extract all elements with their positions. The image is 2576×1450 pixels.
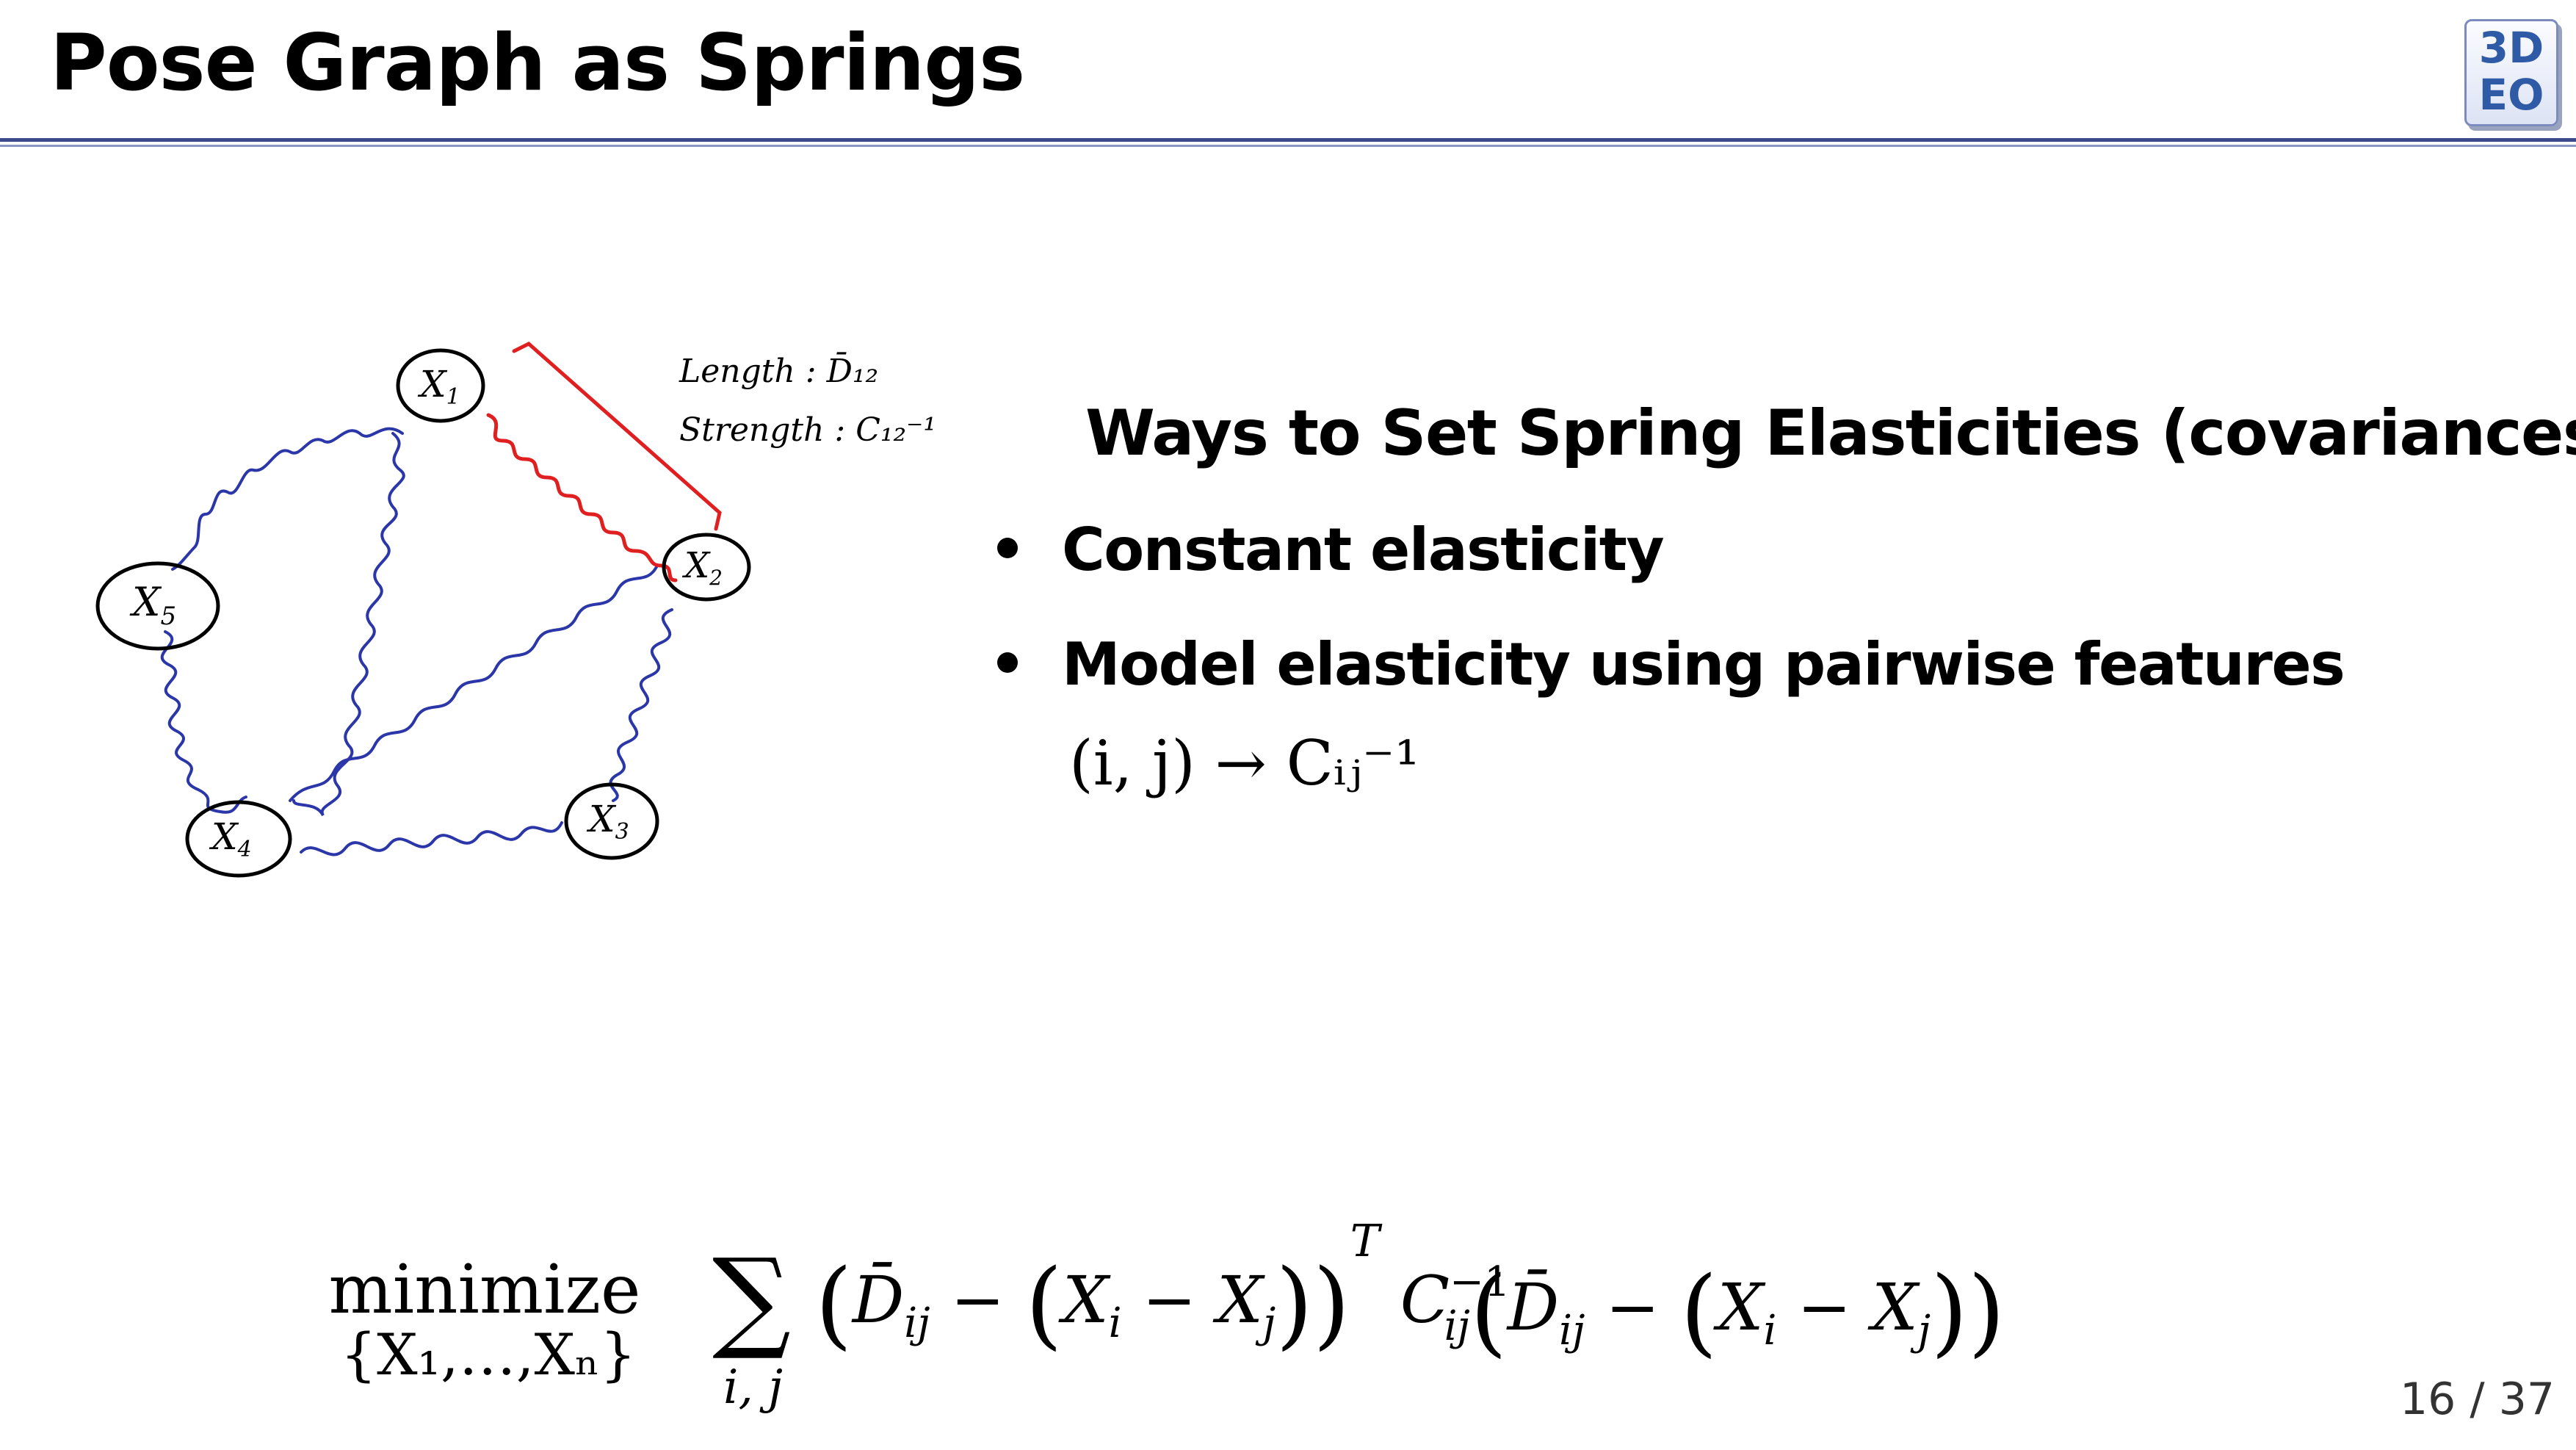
bullet-model: Model elasticity using pairwise features xyxy=(997,630,2345,699)
bullet-constant-text: Constant elasticity xyxy=(1062,516,1665,584)
bullet-model-text: Model elasticity using pairwise features xyxy=(1062,630,2345,699)
node-x5-label: X5 xyxy=(129,579,176,631)
sum-symbol: ∑ xyxy=(712,1236,791,1363)
objective-formula: ∑ i, j (D̄ij − (Xi − Xj))T C−1 ij(D̄ij − … xyxy=(712,1216,2005,1415)
spring-x1-x4 xyxy=(292,432,405,817)
spring-x2-x3 xyxy=(609,608,673,802)
title-rule-dark xyxy=(0,138,2576,142)
logo-top-text: 3D xyxy=(2478,23,2544,73)
node-x2 xyxy=(662,533,751,602)
node-x4-label: X4 xyxy=(209,815,252,862)
node-x2-label: X2 xyxy=(681,545,723,590)
formula-body: (D̄ij − (Xi − Xj))T C−1 ij(D̄ij − (Xi − X… xyxy=(815,1216,2005,1367)
spring-x1-x5 xyxy=(171,427,404,571)
spring-x5-x4 xyxy=(160,630,247,814)
minimize-subscript: {X₁,…,Xₙ} xyxy=(340,1322,637,1388)
minimize-operator: minimize xyxy=(328,1250,641,1329)
logo-bottom-text: EO xyxy=(2478,70,2544,120)
spring-x4-x3 xyxy=(300,821,563,856)
node-x3-label: X3 xyxy=(586,798,629,845)
bullet-dot xyxy=(997,538,1018,559)
title-rule-light xyxy=(0,145,2576,147)
node-x3 xyxy=(564,782,659,860)
node-x1-label: X1 xyxy=(417,363,460,410)
bullet-constant: Constant elasticity xyxy=(997,516,1665,584)
spring-x1-x2 xyxy=(486,413,678,582)
sum-subscript: i, j xyxy=(723,1360,783,1415)
slide-title: Pose Graph as Springs xyxy=(50,18,1025,108)
page-number: 16 / 37 xyxy=(2400,1374,2555,1425)
pairwise-mapping: (i, j) → Cᵢⱼ⁻¹ xyxy=(1069,727,1420,799)
annotation-length: Length : D̄₁₂ xyxy=(679,351,878,390)
node-x5 xyxy=(95,561,220,651)
spring-x4-x2 xyxy=(289,564,659,802)
length-bracket xyxy=(512,342,722,531)
bullet-dot xyxy=(997,652,1018,674)
annotation-strength: Strength : C₁₂⁻¹ xyxy=(679,411,936,449)
section-heading: Ways to Set Spring Elasticities (covaria… xyxy=(1085,397,2576,470)
node-x1 xyxy=(396,348,485,423)
node-x4 xyxy=(185,800,292,878)
3deo-logo: 3D EO xyxy=(2464,19,2558,126)
